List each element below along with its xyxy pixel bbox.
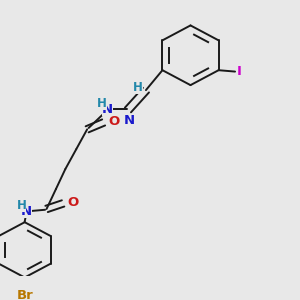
Text: N: N (124, 114, 135, 127)
Text: I: I (237, 65, 242, 78)
Text: H: H (16, 199, 26, 212)
Text: O: O (108, 115, 119, 128)
Text: O: O (68, 196, 79, 209)
Text: N: N (102, 103, 113, 116)
Text: H: H (133, 81, 142, 94)
Text: H: H (97, 97, 107, 110)
Text: N: N (21, 205, 32, 218)
Text: Br: Br (16, 289, 33, 300)
